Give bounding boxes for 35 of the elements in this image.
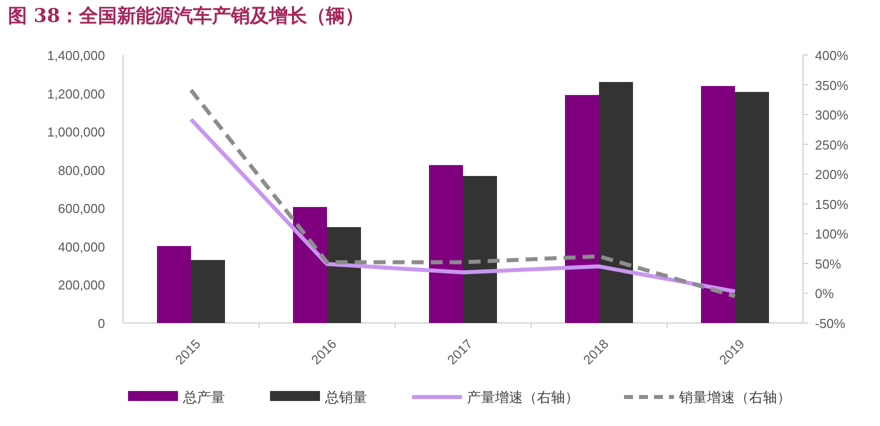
y2-tick-label: 50% xyxy=(815,256,842,272)
legend-label: 总产量 xyxy=(182,389,225,405)
y2-tick-label: 200% xyxy=(815,167,849,182)
bar xyxy=(157,246,191,323)
y2-tick-label: 150% xyxy=(815,196,849,212)
legend-label: 总销量 xyxy=(324,389,367,405)
y-tick-label: 0 xyxy=(98,316,105,331)
y-tick-label: 200,000 xyxy=(58,278,105,293)
line-series xyxy=(189,88,737,298)
y2-tick-label: 300% xyxy=(815,108,849,123)
bar xyxy=(327,227,361,323)
bar xyxy=(565,95,599,323)
bar xyxy=(735,92,769,323)
bar xyxy=(293,206,327,323)
y-tick-label: 600,000 xyxy=(58,201,105,216)
y2-tick-label: 400% xyxy=(815,48,849,63)
y2-tick-label: 0% xyxy=(815,286,834,302)
y-tick-label: 1,000,000 xyxy=(47,124,105,140)
y2-tick-label: 250% xyxy=(815,137,849,152)
y2-tick-label: 100% xyxy=(815,226,849,242)
y-tick-label: 800,000 xyxy=(58,162,105,178)
y-tick-label: 1,400,000 xyxy=(47,48,105,63)
bar xyxy=(599,82,633,323)
bar xyxy=(701,86,735,323)
y2-tick-label: 350% xyxy=(815,78,849,93)
line-series xyxy=(189,117,737,294)
legend-label: 销量增速（右轴） xyxy=(678,389,791,405)
bar xyxy=(463,176,497,323)
bar xyxy=(429,165,463,323)
bar xyxy=(191,260,225,323)
y2-tick-label: -50% xyxy=(815,316,846,331)
y-tick-label: 1,200,000 xyxy=(47,86,105,102)
legend-label: 产量增速（右轴） xyxy=(467,389,579,405)
y-tick-label: 400,000 xyxy=(58,239,105,254)
chart-title: 图 38：全国新能源汽车产销及增长（辆） xyxy=(8,5,364,27)
